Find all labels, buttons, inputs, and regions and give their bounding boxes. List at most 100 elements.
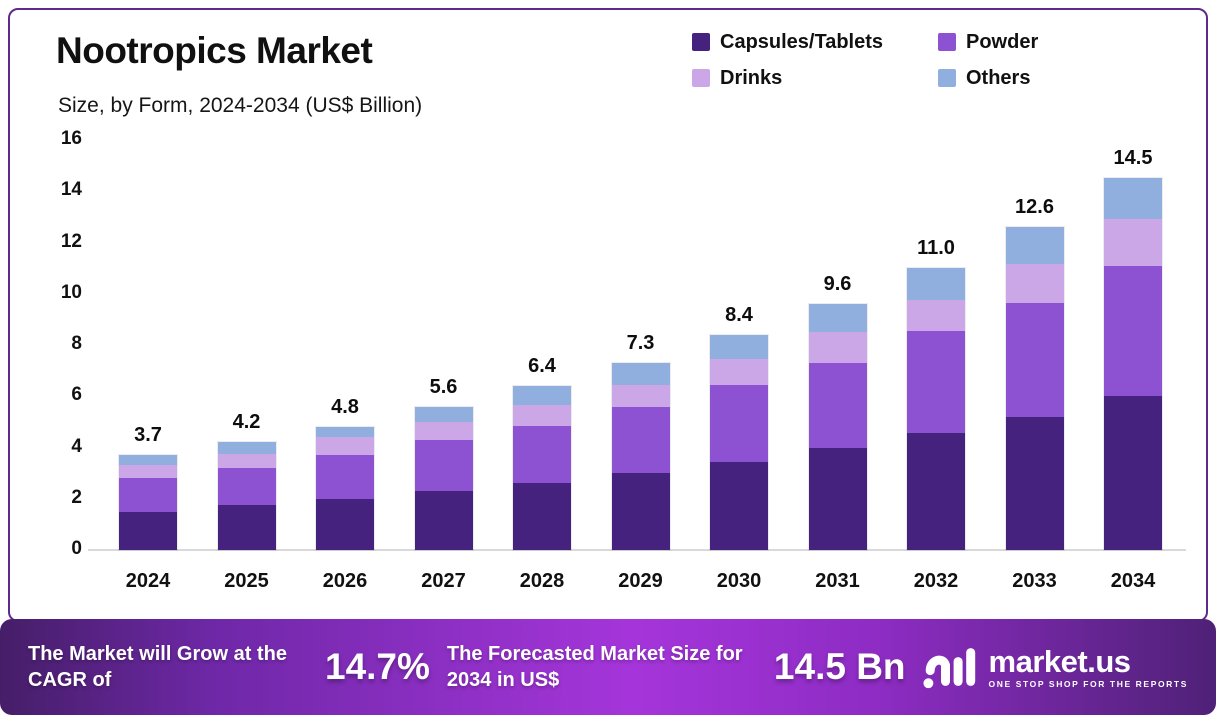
y-axis-label-2: 2 [71,486,82,508]
bar-segment-powder-2029 [611,406,670,474]
bar-total-label-2026: 4.8 [331,396,359,418]
bar-segment-powder-2031 [808,362,867,448]
x-axis-label-2028: 2028 [519,570,565,592]
x-axis-label-2024: 2024 [125,570,171,592]
logo-mark-icon [922,648,975,689]
x-axis-label-2034: 2034 [1110,570,1156,592]
bar-segment-drinks-2031 [808,332,867,363]
bar-segment-capsules-tablets-2034 [1104,396,1162,550]
bar-segment-drinks-2028 [513,405,571,426]
y-axis-label-16: 16 [60,128,82,149]
bar-segment-drinks-2029 [611,384,670,407]
bar-total-label-2033: 12.6 [1015,196,1054,219]
bar-total-label-2025: 4.2 [232,411,261,434]
bar-segment-capsules-tablets-2030 [710,461,768,550]
forecast-label: The Forecasted Market Size for 2034 in U… [446,643,743,691]
bar-segment-drinks-2032 [907,300,965,331]
cagr-label: The Market will Grow at the CAGR of [28,643,287,691]
legend-item-drinks: Drinks [692,66,782,90]
bottom-banner: The Market will Grow at the CAGR of 14.7… [0,619,1216,715]
bar-segment-others-2034 [1104,178,1162,220]
x-axis-label-2032: 2032 [913,570,959,592]
bar-segment-others-2026 [316,427,374,438]
bar-segment-capsules-tablets-2026 [316,498,374,550]
y-axis-label-14: 14 [60,179,82,201]
y-axis-label-8: 8 [71,333,82,354]
chart-subtitle: Size, by Form, 2024-2034 (US$ Billion) [58,94,423,117]
x-axis-label-2026: 2026 [322,570,368,592]
legend-swatch-icon [938,69,956,87]
bar-segment-powder-2027 [414,439,473,492]
bar-group-2028 [513,386,571,550]
bar-segment-capsules-tablets-2027 [414,491,473,550]
bar-segment-others-2024 [119,455,177,466]
bar-segment-capsules-tablets-2033 [1005,416,1064,550]
y-axis-label-6: 6 [71,384,82,406]
x-axis-label-2030: 2030 [716,570,762,592]
legend-label: Drinks [720,66,783,89]
bar-segment-capsules-tablets-2031 [808,447,867,550]
bar-segment-capsules-tablets-2024 [119,511,177,550]
y-axis-label-10: 10 [60,281,82,303]
bar-segment-powder-2028 [513,425,571,484]
bar-segment-powder-2026 [316,455,374,499]
chart-title: Nootropics Market [56,30,373,71]
bar-segment-others-2030 [710,334,768,360]
bar-total-label-2029: 7.3 [626,331,655,354]
legend-label: Capsules/Tablets [720,30,884,53]
bar-group-2032 [907,268,965,550]
logo-text: market.us [988,643,1131,679]
bar-group-2026 [316,427,374,550]
y-axis-label-12: 12 [60,230,82,252]
bar-total-label-2024: 3.7 [134,424,162,447]
bar-segment-others-2033 [1005,227,1064,265]
bar-segment-drinks-2033 [1005,264,1064,303]
bar-segment-drinks-2024 [119,465,177,479]
bar-total-label-2027: 5.6 [429,375,458,398]
bar-group-2025 [217,442,276,550]
bar-segment-capsules-tablets-2032 [907,433,965,550]
bar-segment-powder-2024 [119,478,177,512]
cagr-value: 14.7% [325,646,430,687]
bar-segment-capsules-tablets-2028 [513,483,571,550]
market-us-logo: market.us ONE STOP SHOP FOR THE REPORTS [922,643,1188,691]
bar-segment-capsules-tablets-2025 [217,505,276,550]
bar-total-label-2031: 9.6 [823,273,852,295]
bar-segment-others-2028 [513,386,571,406]
bar-segment-drinks-2034 [1104,219,1162,266]
bar-segment-capsules-tablets-2029 [611,473,670,550]
x-axis-line [88,549,1186,551]
y-axis-label-4: 4 [71,435,82,457]
bar-total-label-2034: 14.5 [1113,147,1153,170]
legend-swatch-icon [692,33,710,51]
x-axis-label-2029: 2029 [618,570,663,592]
bar-segment-powder-2030 [710,384,768,462]
bar-total-label-2030: 8.4 [725,303,753,326]
x-axis-label-2027: 2027 [421,570,466,592]
bar-segment-powder-2025 [217,468,276,506]
legend-item-powder: Powder [938,30,1038,54]
bar-group-2031 [808,304,867,550]
bar-group-2024 [119,455,177,550]
legend-swatch-icon [692,69,710,87]
bar-segment-others-2029 [611,362,670,385]
legend-label: Others [966,66,1031,89]
bar-segment-powder-2032 [907,330,965,434]
bar-segment-drinks-2030 [710,359,768,385]
legend-item-capsules-tablets: Capsules/Tablets [692,30,883,54]
bar-segment-drinks-2026 [316,437,374,456]
bar-segment-others-2025 [217,442,276,454]
bar-group-2030 [710,334,768,550]
x-axis-label-2025: 2025 [224,570,269,592]
legend-swatch-icon [938,33,956,51]
bar-segment-others-2027 [414,406,473,422]
bar-total-label-2028: 6.4 [528,355,556,377]
bar-segment-powder-2034 [1104,265,1162,397]
bar-segment-powder-2033 [1005,302,1064,417]
bar-segment-drinks-2025 [217,453,276,468]
x-axis-label-2033: 2033 [1012,570,1057,592]
bar-group-2029 [611,362,670,550]
logo-tagline: ONE STOP SHOP FOR THE REPORTS [988,678,1188,689]
forecast-value: 14.5 Bn [773,646,906,687]
